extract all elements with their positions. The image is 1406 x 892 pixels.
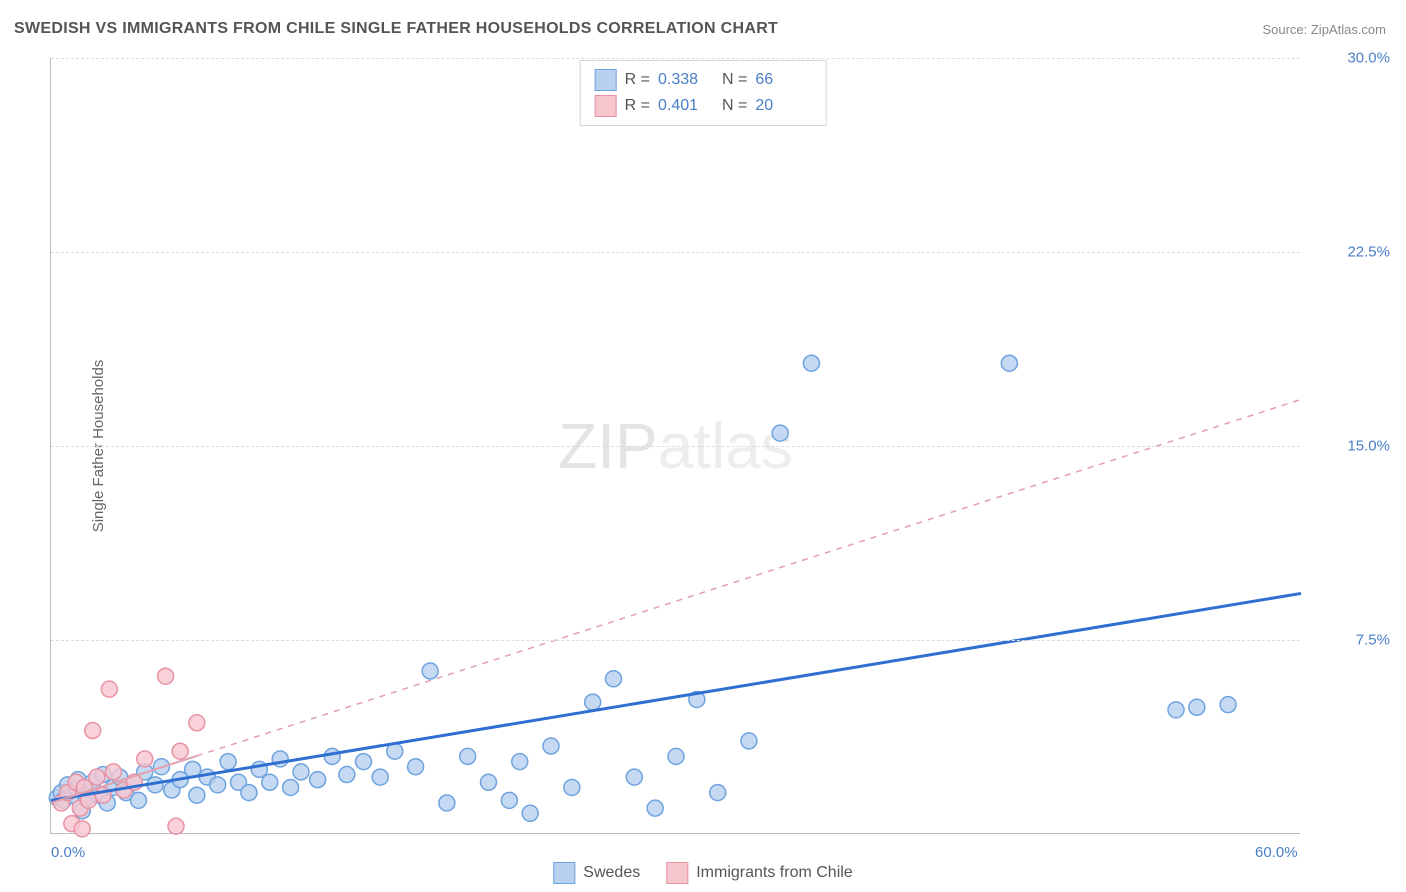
data-point bbox=[564, 779, 580, 795]
legend-label: Swedes bbox=[583, 864, 640, 882]
stat-r-label: R = bbox=[625, 97, 650, 115]
plot-area: ZIPatlas 7.5%15.0%22.5%30.0%0.0%60.0% bbox=[50, 58, 1300, 834]
data-point bbox=[372, 769, 388, 785]
data-point bbox=[772, 425, 788, 441]
data-point bbox=[356, 754, 372, 770]
data-point bbox=[74, 821, 90, 837]
data-point bbox=[460, 748, 476, 764]
stats-legend-row: R = 0.338 N = 66 bbox=[595, 67, 812, 93]
data-point bbox=[1189, 699, 1205, 715]
data-point bbox=[310, 772, 326, 788]
stat-r-label: R = bbox=[625, 71, 650, 89]
data-point bbox=[481, 774, 497, 790]
stat-n-value: 66 bbox=[755, 71, 811, 89]
trend-line bbox=[51, 593, 1301, 800]
legend-swatch bbox=[595, 69, 617, 91]
data-point bbox=[512, 754, 528, 770]
data-point bbox=[543, 738, 559, 754]
data-point bbox=[647, 800, 663, 816]
bottom-legend-item: Immigrants from Chile bbox=[666, 862, 852, 884]
data-point bbox=[131, 792, 147, 808]
data-point bbox=[501, 792, 517, 808]
data-point bbox=[439, 795, 455, 811]
stat-n-value: 20 bbox=[755, 97, 811, 115]
x-tick-label: 0.0% bbox=[51, 844, 85, 861]
data-point bbox=[168, 818, 184, 834]
bottom-legend: Swedes Immigrants from Chile bbox=[553, 862, 852, 884]
data-point bbox=[408, 759, 424, 775]
source-value: ZipAtlas.com bbox=[1311, 22, 1386, 37]
stat-n-label: N = bbox=[722, 97, 747, 115]
stat-r-value: 0.401 bbox=[658, 97, 714, 115]
data-point bbox=[741, 733, 757, 749]
stats-legend-row: R = 0.401 N = 20 bbox=[595, 93, 812, 119]
data-point bbox=[324, 748, 340, 764]
legend-swatch bbox=[553, 862, 575, 884]
chart-container: SWEDISH VS IMMIGRANTS FROM CHILE SINGLE … bbox=[0, 0, 1406, 892]
legend-swatch bbox=[595, 95, 617, 117]
data-point bbox=[85, 723, 101, 739]
grid-line bbox=[51, 446, 1300, 447]
x-tick-label: 60.0% bbox=[1255, 844, 1298, 861]
data-point bbox=[585, 694, 601, 710]
data-point bbox=[262, 774, 278, 790]
stats-legend-box: R = 0.338 N = 66 R = 0.401 N = 20 bbox=[580, 60, 827, 126]
data-point bbox=[803, 355, 819, 371]
grid-line bbox=[51, 58, 1300, 59]
data-point bbox=[210, 777, 226, 793]
y-tick-label: 22.5% bbox=[1310, 244, 1390, 261]
y-tick-label: 30.0% bbox=[1310, 50, 1390, 67]
data-point bbox=[89, 769, 105, 785]
data-point bbox=[626, 769, 642, 785]
bottom-legend-item: Swedes bbox=[553, 862, 640, 884]
data-point bbox=[137, 751, 153, 767]
data-point bbox=[283, 779, 299, 795]
grid-line bbox=[51, 640, 1300, 641]
data-point bbox=[522, 805, 538, 821]
data-point bbox=[1001, 355, 1017, 371]
data-point bbox=[106, 764, 122, 780]
grid-line bbox=[51, 252, 1300, 253]
data-point bbox=[710, 785, 726, 801]
data-point bbox=[172, 743, 188, 759]
data-point bbox=[339, 767, 355, 783]
data-point bbox=[158, 668, 174, 684]
y-tick-label: 7.5% bbox=[1310, 632, 1390, 649]
data-point bbox=[189, 715, 205, 731]
chart-title: SWEDISH VS IMMIGRANTS FROM CHILE SINGLE … bbox=[14, 20, 778, 38]
data-point bbox=[220, 754, 236, 770]
stat-r-value: 0.338 bbox=[658, 71, 714, 89]
data-point bbox=[668, 748, 684, 764]
y-tick-label: 15.0% bbox=[1310, 438, 1390, 455]
data-point bbox=[189, 787, 205, 803]
stat-n-label: N = bbox=[722, 71, 747, 89]
legend-label: Immigrants from Chile bbox=[696, 864, 852, 882]
source-attribution: Source: ZipAtlas.com bbox=[1262, 22, 1386, 37]
data-point bbox=[241, 785, 257, 801]
data-point bbox=[1220, 697, 1236, 713]
data-point bbox=[422, 663, 438, 679]
data-point bbox=[101, 681, 117, 697]
data-point bbox=[606, 671, 622, 687]
trend-line bbox=[197, 399, 1301, 755]
data-point bbox=[1168, 702, 1184, 718]
data-point bbox=[293, 764, 309, 780]
source-label: Source: bbox=[1262, 22, 1310, 37]
legend-swatch bbox=[666, 862, 688, 884]
